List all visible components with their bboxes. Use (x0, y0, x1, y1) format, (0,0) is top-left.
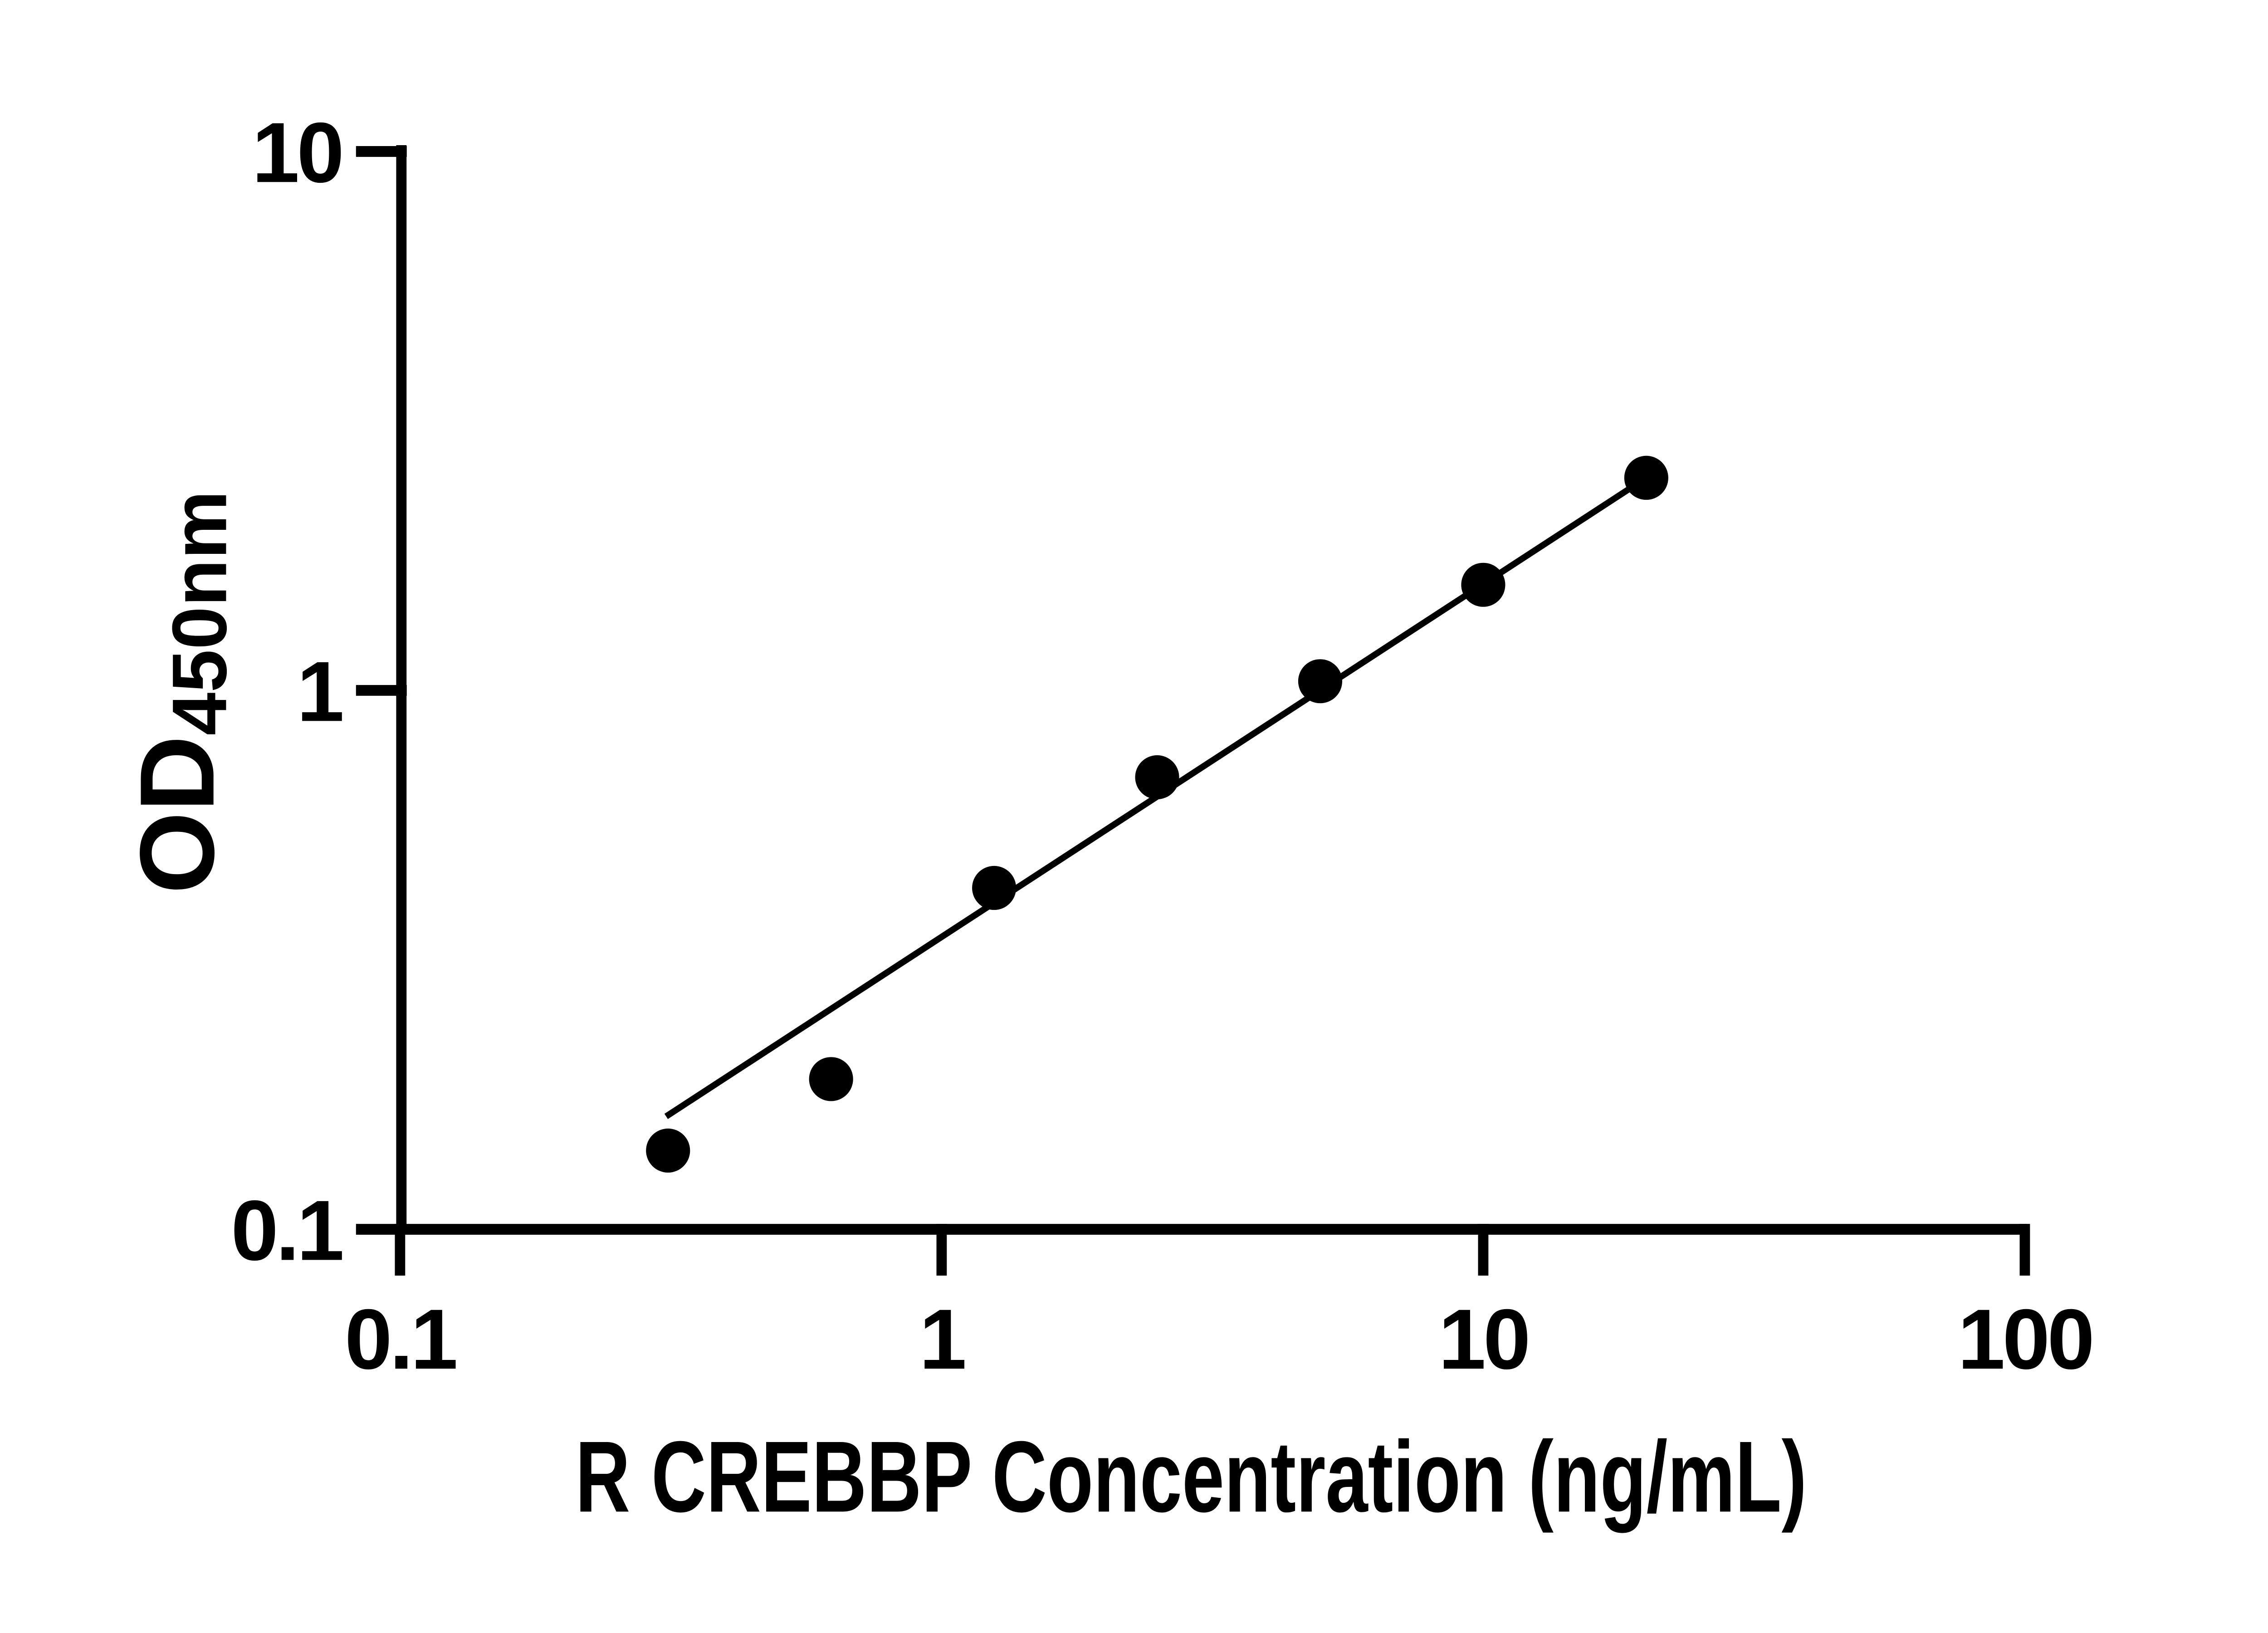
y-tick-label-1: 1 (297, 644, 342, 739)
y-tick-label-10: 10 (252, 105, 342, 200)
data-point-5 (1461, 562, 1505, 607)
data-point-1 (809, 1057, 853, 1101)
x-tick-label-1: 1 (919, 1291, 965, 1387)
data-point-6 (1624, 455, 1668, 500)
data-point-3 (1135, 755, 1179, 800)
y-axis-title-subscript: 450nm (156, 490, 243, 735)
y-axis-title-main: OD (118, 735, 236, 894)
y-axis-title: OD450nm (118, 490, 243, 894)
data-point-2 (972, 865, 1017, 910)
x-tick-label-10: 10 (1438, 1291, 1528, 1387)
x-axis-title: R CREBBP Concentration (ng/mL) (575, 1420, 1807, 1533)
data-point-0 (646, 1128, 690, 1173)
x-tick-label-0.1: 0.1 (345, 1291, 456, 1387)
data-point-4 (1298, 659, 1343, 704)
y-tick-label-0.1: 0.1 (231, 1183, 342, 1278)
x-tick-label-100: 100 (1958, 1291, 2092, 1387)
